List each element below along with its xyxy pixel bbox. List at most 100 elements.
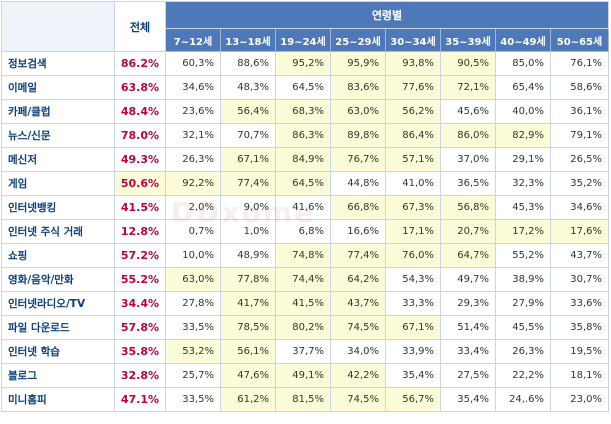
age-value-cell: 61,2% bbox=[220, 387, 276, 412]
table-row: 카페/클럽 48.4% 23,6% 56,4% 68,3% 63,0% 56,2% 45,6%… bbox=[1, 99, 609, 124]
total-value: 48.4% bbox=[114, 99, 166, 124]
age-value-cell: 72,1% bbox=[440, 75, 496, 100]
age-value-cell: 82,9% bbox=[495, 123, 551, 148]
age-value-cell: 27,9% bbox=[495, 291, 551, 316]
age-value-cell: 37,0% bbox=[440, 147, 496, 172]
age-value-cell: 33,4% bbox=[440, 339, 496, 364]
age-value-cell: 34,6% bbox=[550, 195, 609, 220]
category-label: 쇼핑 bbox=[1, 243, 115, 268]
age-value-cell: 93,8% bbox=[385, 51, 441, 76]
age-value-cell: 29,1% bbox=[495, 147, 551, 172]
age-value-cell: 80,2% bbox=[275, 315, 331, 340]
age-value-cell: 86,4% bbox=[385, 123, 441, 148]
age-value-cell: 33,5% bbox=[165, 387, 221, 412]
age-value-cell: 89,8% bbox=[330, 123, 386, 148]
age-value-cell: 48,3% bbox=[220, 75, 276, 100]
category-label: 뉴스/신문 bbox=[1, 123, 115, 148]
age-value-cell: 45,5% bbox=[495, 315, 551, 340]
age-value-cell: 63,0% bbox=[330, 99, 386, 124]
age-value-cell: 27,8% bbox=[165, 291, 221, 316]
age-value-cell: 35,8% bbox=[550, 315, 609, 340]
age-value-cell: 26,3% bbox=[495, 339, 551, 364]
category-label: 이메일 bbox=[1, 75, 115, 100]
age-value-cell: 41,0% bbox=[385, 171, 441, 196]
total-value: 41.5% bbox=[114, 195, 166, 220]
total-value: 57.2% bbox=[114, 243, 166, 268]
age-value-cell: 63,0% bbox=[165, 267, 221, 292]
category-label: 게임 bbox=[1, 171, 115, 196]
age-value-cell: 41,6% bbox=[275, 195, 331, 220]
age-value-cell: 45,6% bbox=[440, 99, 496, 124]
category-label: 인터넷 주식 거래 bbox=[1, 219, 115, 244]
table-body: 정보검색 86.2% 60,3% 88,6% 95,2% 95,9% 93,8% 90,5% 8… bbox=[1, 51, 609, 412]
age-value-cell: 51,4% bbox=[440, 315, 496, 340]
age-value-cell: 32,3% bbox=[495, 171, 551, 196]
age-value-cell: 23,0% bbox=[550, 387, 609, 412]
age-value-cell: 34,6% bbox=[165, 75, 221, 100]
age-value-cell: 35,4% bbox=[385, 363, 441, 388]
age-value-cell: 0,7% bbox=[165, 219, 221, 244]
age-value-cell: 90,5% bbox=[440, 51, 496, 76]
age-value-cell: 35,4% bbox=[440, 387, 496, 412]
age-value-cell: 44,8% bbox=[330, 171, 386, 196]
age-value-cell: 19,5% bbox=[550, 339, 609, 364]
table-row: 뉴스/신문 78.0% 32,1% 70,7% 86,3% 89,8% 86,4% 86,0%… bbox=[1, 123, 609, 148]
internet-usage-table: 전체 연령별 7~12세 13~18세 19~24세 25~29세 30~34세 35~3… bbox=[1, 1, 609, 412]
age-value-cell: 76,7% bbox=[330, 147, 386, 172]
age-value-cell: 77,8% bbox=[220, 267, 276, 292]
age-value-cell: 60,3% bbox=[165, 51, 221, 76]
age-header: 19~24세 bbox=[275, 28, 331, 52]
total-value: 12.8% bbox=[114, 219, 166, 244]
age-value-cell: 24,.6% bbox=[495, 387, 551, 412]
age-value-cell: 36,1% bbox=[550, 99, 609, 124]
age-value-cell: 64,5% bbox=[275, 171, 331, 196]
header-row-1: 전체 연령별 bbox=[1, 1, 609, 52]
age-value-cell: 6,8% bbox=[275, 219, 331, 244]
age-value-cell: 76,0% bbox=[385, 243, 441, 268]
usage-table-container: DDxome 전체 연령별 7~12세 13~18세 19~24세 25~29세 30~… bbox=[1, 1, 609, 412]
total-value: 86.2% bbox=[114, 51, 166, 76]
age-header: 13~18세 bbox=[220, 28, 276, 52]
age-value-cell: 49,7% bbox=[440, 267, 496, 292]
age-value-cell: 67,1% bbox=[385, 315, 441, 340]
age-value-cell: 85,0% bbox=[495, 51, 551, 76]
age-value-cell: 92,2% bbox=[165, 171, 221, 196]
age-value-cell: 74,5% bbox=[330, 315, 386, 340]
age-value-cell: 33,9% bbox=[385, 339, 441, 364]
category-label: 영화/음악/만화 bbox=[1, 267, 115, 292]
category-label: 파일 다운로드 bbox=[1, 315, 115, 340]
age-value-cell: 56,2% bbox=[385, 99, 441, 124]
age-value-cell: 79,1% bbox=[550, 123, 609, 148]
total-value: 57.8% bbox=[114, 315, 166, 340]
age-value-cell: 49,1% bbox=[275, 363, 331, 388]
age-value-cell: 16,6% bbox=[330, 219, 386, 244]
category-label: 블로그 bbox=[1, 363, 115, 388]
age-value-cell: 17,6% bbox=[550, 219, 609, 244]
age-value-cell: 84,9% bbox=[275, 147, 331, 172]
age-value-cell: 81,5% bbox=[275, 387, 331, 412]
age-header: 50~65세 bbox=[550, 28, 609, 52]
age-value-cell: 40,0% bbox=[495, 99, 551, 124]
age-value-cell: 83,6% bbox=[330, 75, 386, 100]
age-value-cell: 77,4% bbox=[220, 171, 276, 196]
age-value-cell: 77,6% bbox=[385, 75, 441, 100]
category-label: 카페/클럽 bbox=[1, 99, 115, 124]
table-row: 파일 다운로드 57.8% 33,5% 78,5% 80,2% 74,5% 67,1% 51,… bbox=[1, 315, 609, 340]
age-value-cell: 67,1% bbox=[220, 147, 276, 172]
age-header: 7~12세 bbox=[165, 28, 221, 52]
age-value-cell: 64,7% bbox=[440, 243, 496, 268]
category-label: 메신저 bbox=[1, 147, 115, 172]
age-header: 25~29세 bbox=[330, 28, 386, 52]
table-row: 인터넷라디오/TV 34.4% 27,8% 41,7% 41,5% 43,7% 33,3% 2… bbox=[1, 291, 609, 316]
age-value-cell: 78,5% bbox=[220, 315, 276, 340]
table-row: 인터넷뱅킹 41.5% 2,0% 9,0% 41,6% 66,8% 67,3% 56,8% 45… bbox=[1, 195, 609, 220]
table-row: 정보검색 86.2% 60,3% 88,6% 95,2% 95,9% 93,8% 90,5% 8… bbox=[1, 51, 609, 76]
age-value-cell: 41,5% bbox=[275, 291, 331, 316]
age-value-cell: 29,3% bbox=[440, 291, 496, 316]
total-value: 32.8% bbox=[114, 363, 166, 388]
age-value-cell: 42,2% bbox=[330, 363, 386, 388]
age-value-cell: 36,5% bbox=[440, 171, 496, 196]
age-value-cell: 56,8% bbox=[440, 195, 496, 220]
category-header-cell bbox=[1, 1, 115, 52]
total-value: 63.8% bbox=[114, 75, 166, 100]
